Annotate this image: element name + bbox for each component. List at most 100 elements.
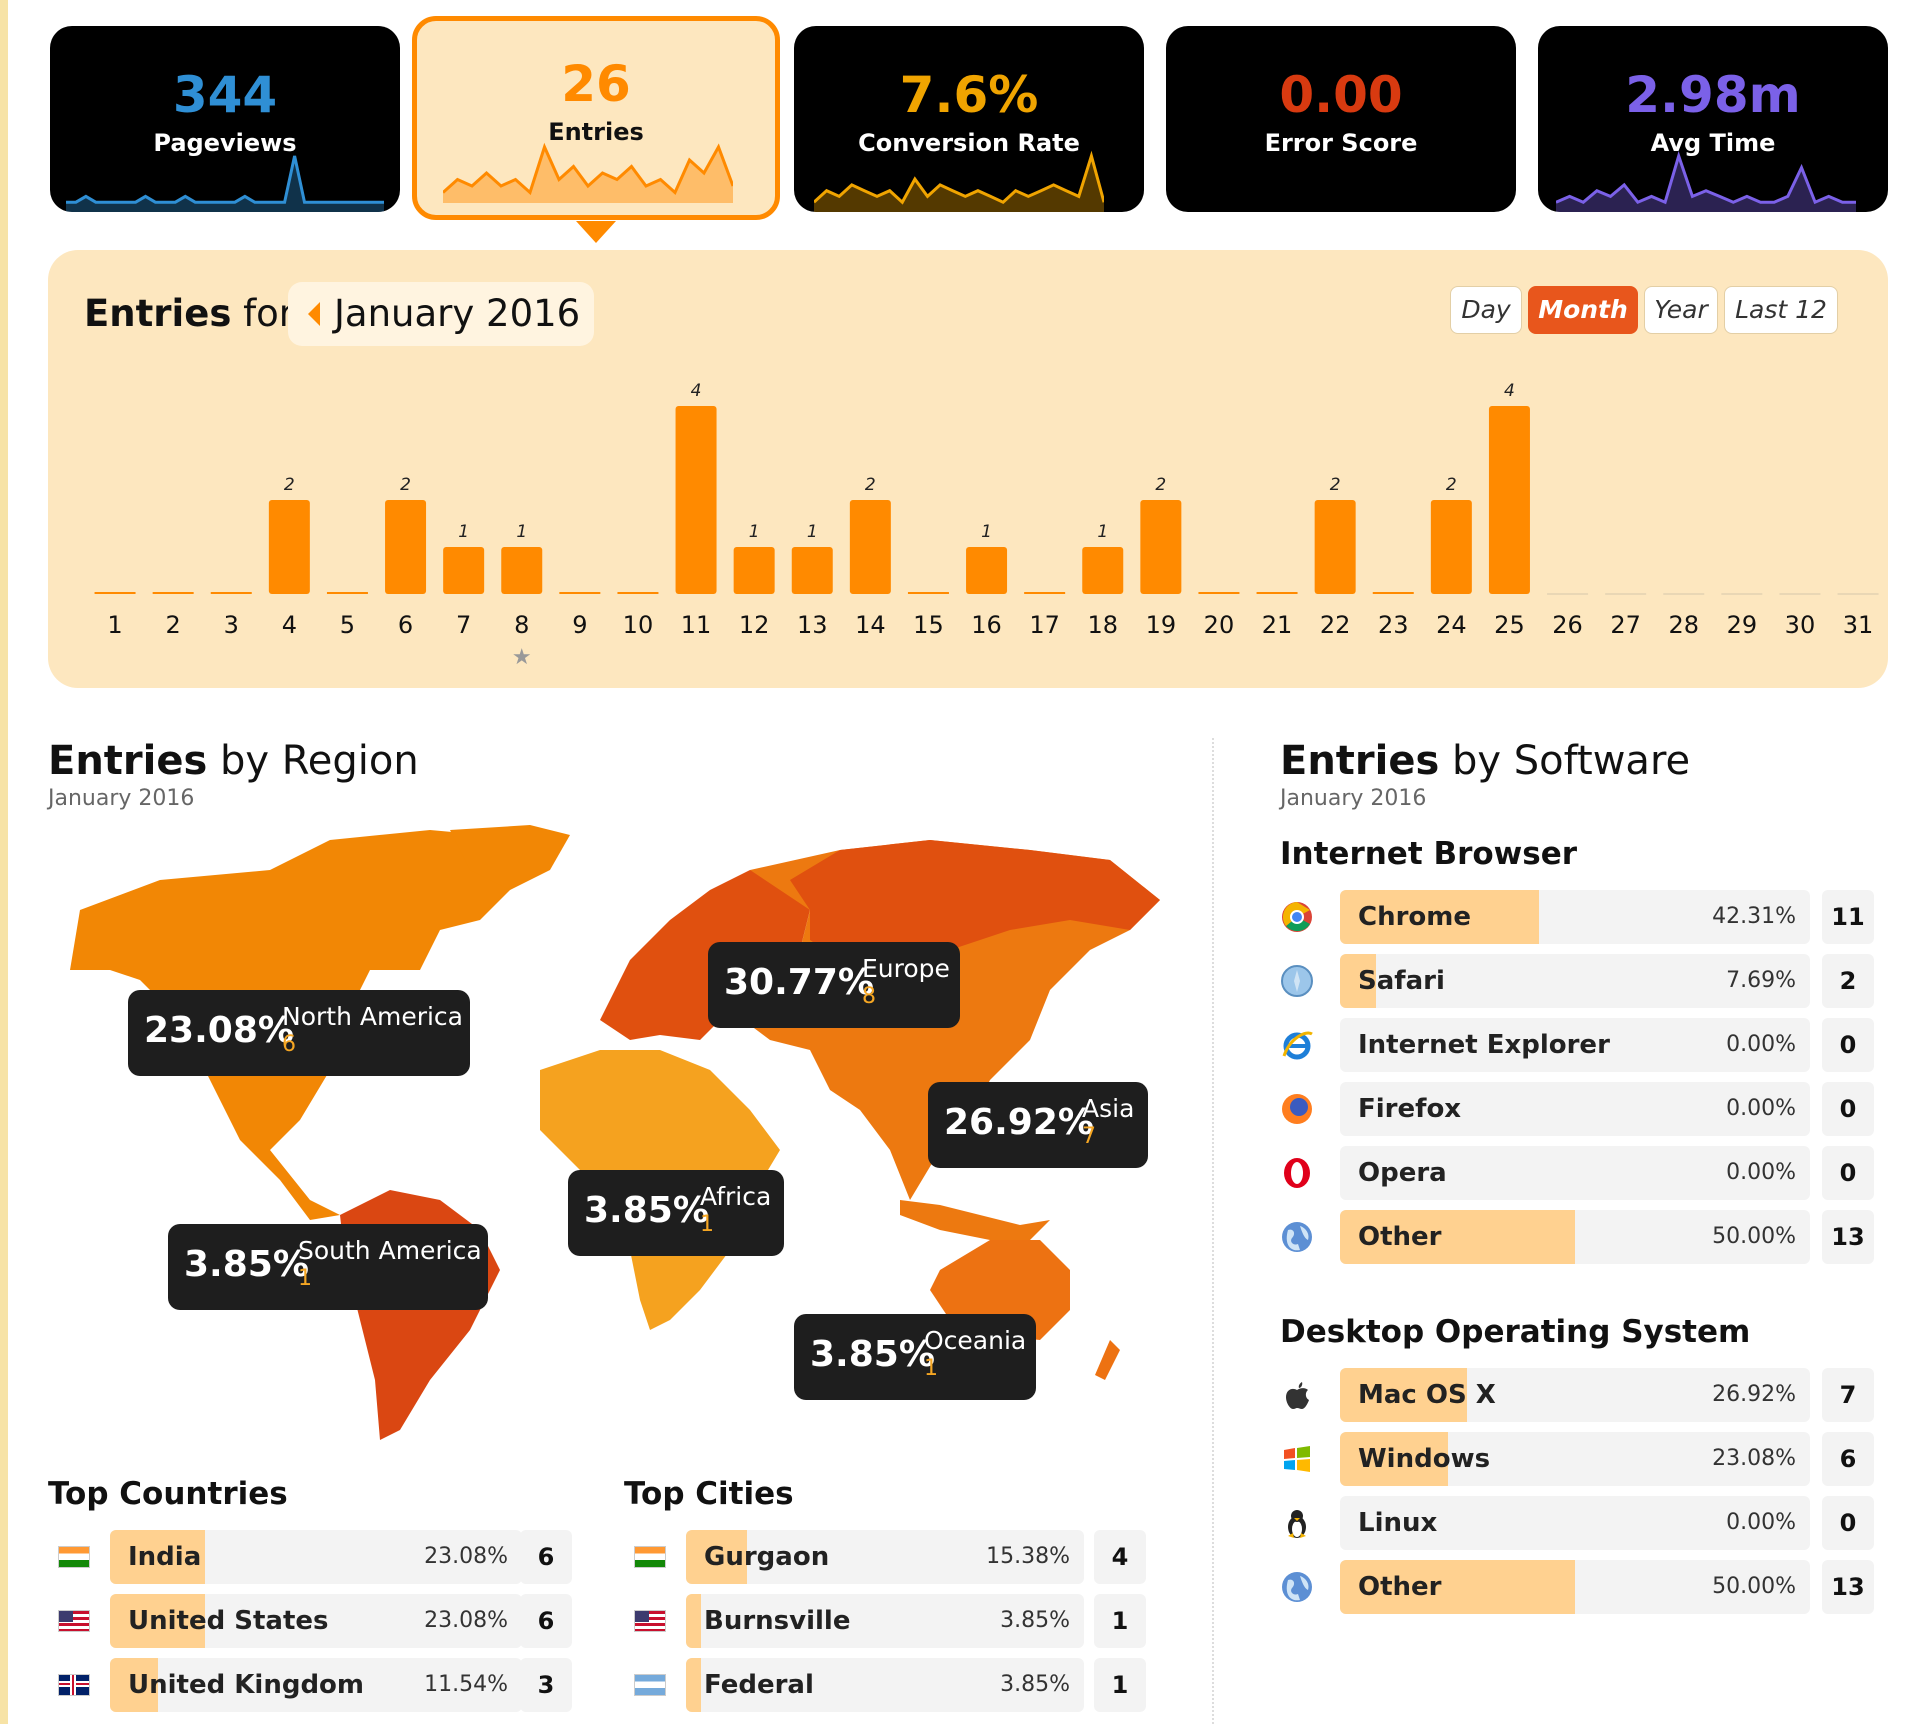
bar-day-23[interactable] — [1372, 592, 1414, 594]
row-percent: 3.85% — [1000, 1672, 1070, 1697]
new-zealand-shape — [1095, 1340, 1120, 1380]
list-row-united-states[interactable]: United States 23.08% 6 — [50, 1594, 572, 1648]
row-percent: 0.00% — [1726, 1160, 1796, 1185]
bar-day-26[interactable] — [1547, 593, 1589, 595]
list-row-india[interactable]: India 23.08% 6 — [50, 1530, 572, 1584]
row-name: India — [128, 1542, 202, 1572]
list-row-other[interactable]: Other 50.00% 13 — [1280, 1560, 1874, 1614]
bar-day-1[interactable] — [94, 592, 136, 594]
region-subtitle: January 2016 — [48, 786, 195, 811]
segment-day[interactable]: Day — [1450, 286, 1522, 334]
bar-day-4[interactable] — [268, 500, 310, 594]
bar-day-5[interactable] — [326, 592, 368, 594]
bar-day-14[interactable] — [849, 500, 891, 594]
greenland-shape — [450, 825, 570, 890]
row-percent: 50.00% — [1712, 1574, 1796, 1599]
segment-year[interactable]: Year — [1644, 286, 1718, 334]
day-tick-label: 30 — [1785, 611, 1816, 639]
bar-day-7[interactable] — [443, 547, 485, 594]
europe-shape[interactable] — [600, 870, 810, 1040]
list-row-internet-explorer[interactable]: Internet Explorer 0.00% 0 — [1280, 1018, 1874, 1072]
list-row-windows[interactable]: Windows 23.08% 6 — [1280, 1432, 1874, 1486]
bar-day-20[interactable] — [1198, 592, 1240, 594]
list-row-federal[interactable]: Federal 3.85% 1 — [626, 1658, 1146, 1712]
list-row-gurgaon[interactable]: Gurgaon 15.38% 4 — [626, 1530, 1146, 1584]
month-selector[interactable]: January 2016 — [288, 282, 594, 346]
list-row-united-kingdom[interactable]: United Kingdom 11.54% 3 — [50, 1658, 572, 1712]
region-bubble-africa[interactable]: 3.85% Africa 1 — [568, 1170, 784, 1256]
bar-day-31[interactable] — [1837, 593, 1879, 595]
bar-day-9[interactable] — [559, 592, 601, 594]
region-bubble-oceania[interactable]: 3.85% Oceania 1 — [794, 1314, 1036, 1400]
bar-day-8[interactable] — [501, 547, 543, 594]
bar-day-30[interactable] — [1779, 593, 1821, 595]
list-row-firefox[interactable]: Firefox 0.00% 0 — [1280, 1082, 1874, 1136]
bar-day-13[interactable] — [791, 547, 833, 594]
bar-day-25[interactable] — [1488, 406, 1530, 594]
bar-day-2[interactable] — [152, 592, 194, 594]
bar-day-24[interactable] — [1430, 500, 1472, 594]
metric-card-error-score[interactable]: 0.00 Error Score — [1166, 26, 1516, 212]
bar-day-3[interactable] — [210, 592, 252, 594]
bar-day-17[interactable] — [1024, 592, 1066, 594]
bar-day-21[interactable] — [1256, 592, 1298, 594]
bar-day-16[interactable] — [966, 547, 1008, 594]
left-edge-strip — [0, 0, 8, 1724]
row-percent: 15.38% — [986, 1544, 1070, 1569]
list-row-other[interactable]: Other 50.00% 13 — [1280, 1210, 1874, 1264]
day-tick-label: 16 — [971, 611, 1002, 639]
segment-last-12[interactable]: Last 12 — [1724, 286, 1838, 334]
bar-day-22[interactable] — [1314, 500, 1356, 594]
sparkline-area — [443, 147, 733, 203]
month-selector-label: January 2016 — [334, 292, 581, 335]
metric-card-avg-time[interactable]: 2.98m Avg Time — [1538, 26, 1888, 212]
sparkline-line — [66, 155, 384, 204]
top-countries-title: Top Countries — [48, 1476, 288, 1512]
panel-title-bold: Entries — [84, 292, 232, 335]
bar-day-28[interactable] — [1663, 593, 1705, 595]
bar-day-10[interactable] — [617, 592, 659, 594]
bubble-count: 6 — [282, 1032, 296, 1057]
previous-month-icon[interactable] — [308, 302, 320, 326]
region-bubble-europe[interactable]: 30.77% Europe 8 — [708, 942, 960, 1028]
list-row-opera[interactable]: Opera 0.00% 0 — [1280, 1146, 1874, 1200]
day-tick-label: 29 — [1727, 611, 1758, 639]
list-row-burnsville[interactable]: Burnsville 3.85% 1 — [626, 1594, 1146, 1648]
row-name: Gurgaon — [704, 1542, 830, 1572]
share-bar-fill — [110, 1530, 205, 1584]
row-name: Other — [1358, 1222, 1442, 1252]
list-row-chrome[interactable]: Chrome 42.31% 11 — [1280, 890, 1874, 944]
bubble-count: 1 — [700, 1212, 714, 1237]
bar-day-12[interactable] — [733, 547, 775, 594]
list-row-safari[interactable]: Safari 7.69% 2 — [1280, 954, 1874, 1008]
day-tick-label: 1 — [107, 611, 122, 639]
metric-card-conversion-rate[interactable]: 7.6% Conversion Rate — [794, 26, 1144, 212]
list-row-linux[interactable]: Linux 0.00% 0 — [1280, 1496, 1874, 1550]
row-count: 0 — [1822, 1496, 1874, 1550]
region-bubble-asia[interactable]: 26.92% Asia 7 — [928, 1082, 1148, 1168]
list-row-mac-os-x[interactable]: Mac OS X 26.92% 7 — [1280, 1368, 1874, 1422]
panel-title: Entries for — [84, 292, 294, 335]
metric-card-entries[interactable]: 26 Entries — [412, 16, 780, 243]
region-bubble-south-america[interactable]: 3.85% South America 1 — [168, 1224, 488, 1310]
bar-day-29[interactable] — [1721, 593, 1763, 595]
bar-day-18[interactable] — [1082, 547, 1124, 594]
region-title: Entries by Region — [48, 738, 419, 784]
row-percent: 23.08% — [424, 1608, 508, 1633]
row-count: 1 — [1094, 1594, 1146, 1648]
segment-month[interactable]: Month — [1528, 286, 1638, 334]
bar-day-6[interactable] — [385, 500, 427, 594]
region-bubble-north-america[interactable]: 23.08% North America 6 — [128, 990, 470, 1076]
bubble-region-name: Oceania — [924, 1326, 1027, 1355]
bar-day-19[interactable] — [1140, 500, 1182, 594]
bar-day-11[interactable] — [675, 406, 717, 594]
day-tick-label: 2 — [166, 611, 181, 639]
row-percent: 23.08% — [1712, 1446, 1796, 1471]
bar-day-15[interactable] — [907, 592, 949, 594]
metric-card-pageviews[interactable]: 344 Pageviews — [50, 26, 400, 212]
share-bar-fill — [686, 1530, 747, 1584]
share-bar: United Kingdom 11.54% — [110, 1658, 522, 1712]
bar-day-27[interactable] — [1605, 593, 1647, 595]
share-bar-fill — [1340, 1368, 1467, 1422]
bubble-percent: 3.85% — [810, 1334, 935, 1375]
